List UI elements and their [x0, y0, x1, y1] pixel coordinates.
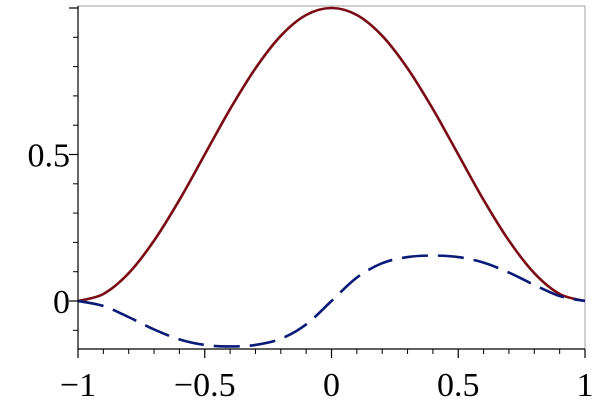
- x-ticks: −1 −0.5 0 0.5 1: [60, 349, 594, 404]
- x-tick-label: 0.5: [437, 367, 480, 404]
- x-tick-label: 0: [323, 367, 340, 404]
- x-tick-label: −0.5: [174, 367, 236, 404]
- plot-frame: [77, 5, 586, 350]
- x-tick-label: 1: [577, 367, 594, 404]
- series-line-2: [77, 254, 586, 348]
- series-layer: [77, 6, 586, 348]
- series-line-1: [77, 6, 586, 303]
- y-tick-label: 0: [53, 284, 70, 321]
- x-tick-label: −1: [60, 367, 96, 404]
- y-tick-label: 0.5: [28, 138, 71, 175]
- y-ticks: 00.5: [28, 7, 78, 331]
